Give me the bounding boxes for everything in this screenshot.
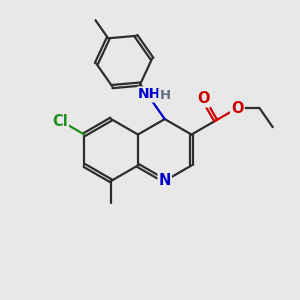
Text: O: O [197,92,209,106]
Text: O: O [231,100,244,116]
Text: N: N [158,173,171,188]
Text: H: H [159,89,170,102]
Text: Cl: Cl [52,114,68,129]
Text: NH: NH [138,87,161,101]
